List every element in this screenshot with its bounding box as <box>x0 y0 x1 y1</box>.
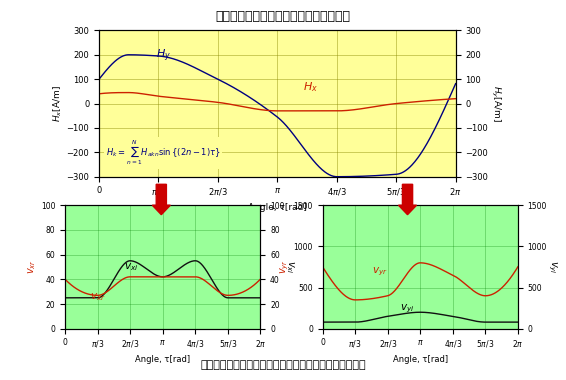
Y-axis label: $v_{yr}$: $v_{yr}$ <box>278 260 291 274</box>
X-axis label: Angle, τ[rad]: Angle, τ[rad] <box>135 355 190 364</box>
Text: $v_{yr}$: $v_{yr}$ <box>372 265 388 277</box>
Text: $v_{yi}$: $v_{yi}$ <box>400 302 415 315</box>
Y-axis label: $H_x$[A/m]: $H_x$[A/m] <box>51 85 63 122</box>
Text: $v_{xr}$: $v_{xr}$ <box>90 291 106 303</box>
Y-axis label: $v_{xi}$: $v_{xi}$ <box>284 260 295 274</box>
Text: $H_k=\sum_{n=1}^{N}H_{akn}\sin\{(2n-1)\tau\}$: $H_k=\sum_{n=1}^{N}H_{akn}\sin\{(2n-1)\t… <box>106 139 221 168</box>
Text: $v_{xi}$: $v_{xi}$ <box>124 261 139 273</box>
Y-axis label: $v_{xr}$: $v_{xr}$ <box>26 260 38 274</box>
Text: 計算された磁気抗抗係数・磁気ヒステリシス係数の波形: 計算された磁気抗抗係数・磁気ヒステリシス係数の波形 <box>200 361 366 370</box>
Y-axis label: $v_{yi}$: $v_{yi}$ <box>546 260 558 274</box>
X-axis label: Angle, τ[rad]: Angle, τ[rad] <box>393 355 448 364</box>
X-axis label: Angle, τ[rad]: Angle, τ[rad] <box>248 203 307 212</box>
Text: $H_y$: $H_y$ <box>156 48 171 64</box>
Text: データベースの磁束密度・磁界強度波形: データベースの磁束密度・磁界強度波形 <box>216 10 350 22</box>
Y-axis label: $H_y$[A/m]: $H_y$[A/m] <box>489 85 502 122</box>
Text: $H_x$: $H_x$ <box>303 80 319 94</box>
